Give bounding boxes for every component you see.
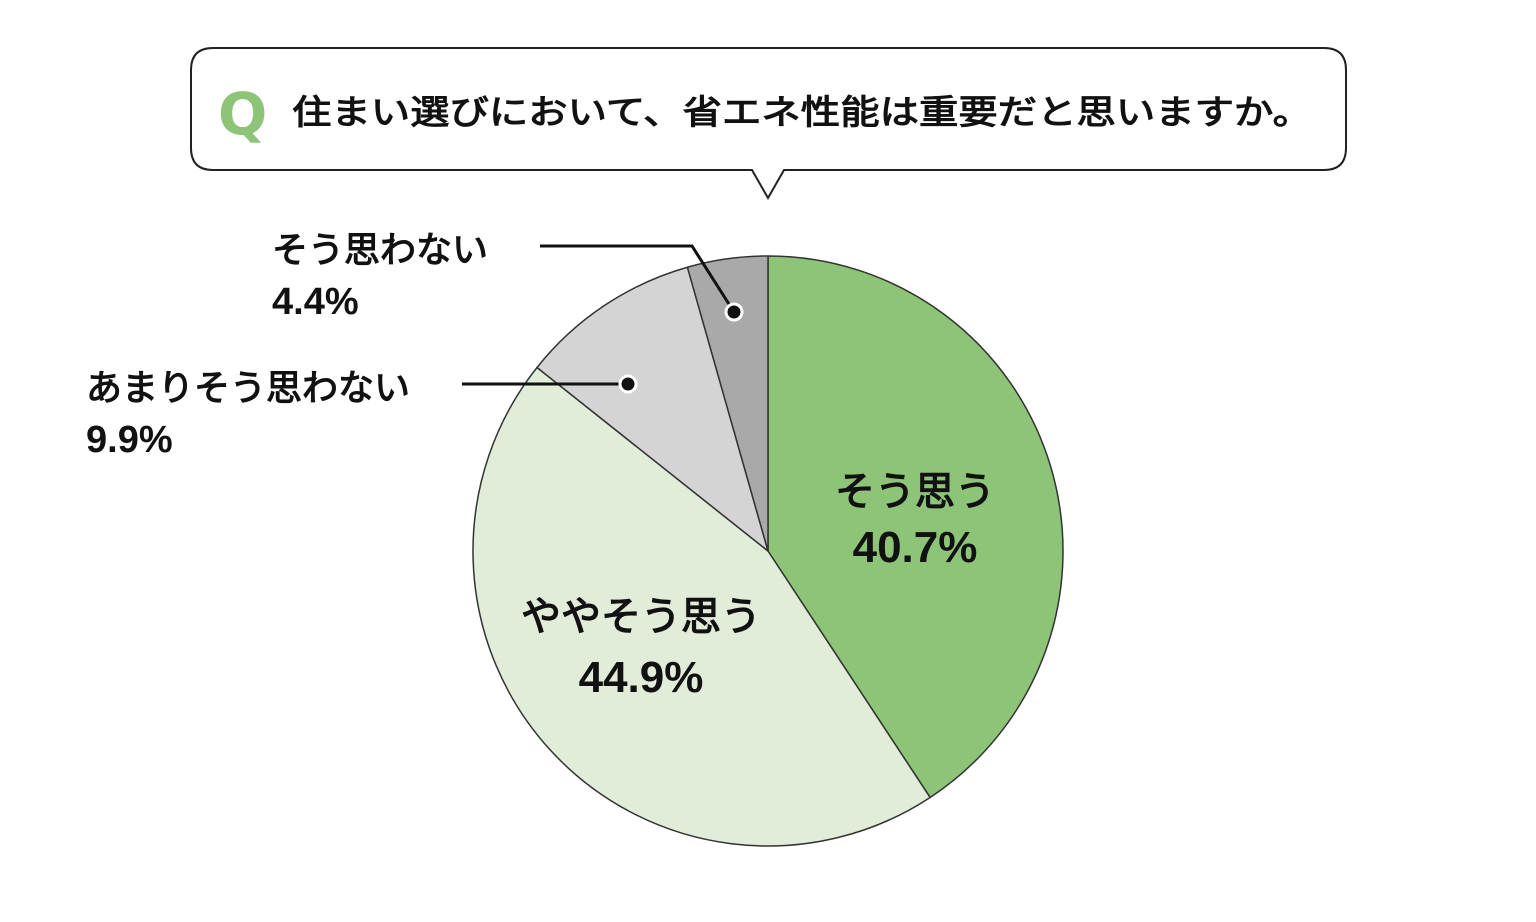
question-text: 住まい選びにおいて、省エネ性能は重要だと思いますか。 — [292, 93, 1312, 133]
pie-slice-amari — [536, 266, 769, 552]
pie-slice-soo-omowanai — [686, 255, 769, 552]
question-marker: Q — [218, 80, 267, 148]
question-bubble-outline — [190, 47, 1347, 201]
slice-label-yaya-soo-omou: ややそう思う — [521, 594, 761, 640]
question-bubble: Q 住まい選びにおいて、省エネ性能は重要だと思いますか。 — [190, 47, 1347, 201]
leader-line-soo-omowanai — [540, 244, 736, 313]
slice-label-amari: あまりそう思わない — [86, 368, 410, 409]
leader-lines — [462, 244, 744, 394]
slice-labels: そう思う 40.7% ややそう思う 44.9% あまりそう思わない 9.9% そ… — [86, 230, 995, 702]
slice-value-yaya-soo-omou: 44.9% — [579, 653, 704, 702]
slice-label-soo-omowanai: そう思わない — [272, 230, 488, 271]
slice-value-amari: 9.9% — [86, 419, 173, 461]
slice-value-soo-omou: 40.7% — [853, 523, 978, 572]
slice-label-soo-omou: そう思う — [835, 469, 995, 515]
leader-dot-amari — [618, 374, 638, 394]
leader-dot-soo-omowanai — [724, 302, 744, 322]
pie-slices — [472, 255, 1064, 847]
pie-slice-yaya-soo-omou — [472, 366, 931, 847]
slice-value-soo-omowanai: 4.4% — [272, 281, 359, 323]
